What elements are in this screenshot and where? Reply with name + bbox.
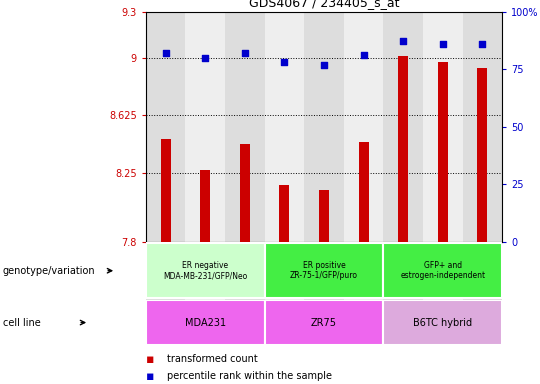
Text: ER negative
MDA-MB-231/GFP/Neo: ER negative MDA-MB-231/GFP/Neo [163, 261, 247, 280]
Bar [423, 12, 463, 242]
Bar [304, 12, 344, 242]
Bar [146, 242, 185, 300]
Point [359, 52, 368, 58]
Bar [146, 12, 185, 242]
Bar [477, 68, 488, 242]
Text: ZR75: ZR75 [311, 318, 337, 328]
Bar [463, 12, 502, 242]
Bar [359, 142, 369, 242]
Point [240, 50, 249, 56]
Bar [240, 144, 250, 242]
Bar [383, 12, 423, 242]
Bar [265, 243, 383, 298]
Bar [399, 56, 408, 242]
Bar [185, 12, 225, 242]
Point [399, 38, 408, 45]
Text: ER positive
ZR-75-1/GFP/puro: ER positive ZR-75-1/GFP/puro [290, 261, 358, 280]
Bar [265, 12, 304, 242]
Bar [146, 300, 265, 345]
Bar [344, 12, 383, 242]
Bar [200, 170, 210, 242]
Bar [383, 300, 502, 345]
Text: percentile rank within the sample: percentile rank within the sample [167, 371, 333, 381]
Bar [265, 300, 383, 345]
Point [478, 41, 487, 47]
Bar [225, 12, 265, 242]
Point [320, 61, 328, 68]
Bar [185, 242, 225, 300]
Point [280, 59, 289, 65]
Bar [383, 243, 502, 298]
Bar [280, 185, 289, 242]
Bar [463, 242, 502, 300]
Text: ▪: ▪ [146, 370, 154, 383]
Bar [146, 243, 265, 298]
Text: cell line: cell line [3, 318, 40, 328]
Bar [383, 242, 423, 300]
Text: transformed count: transformed count [167, 354, 258, 364]
Bar [225, 242, 265, 300]
Text: genotype/variation: genotype/variation [3, 266, 96, 276]
Point [161, 50, 170, 56]
Title: GDS4067 / 234405_s_at: GDS4067 / 234405_s_at [249, 0, 399, 9]
Bar [304, 242, 344, 300]
Bar [265, 242, 304, 300]
Point [201, 55, 210, 61]
Bar [161, 139, 171, 242]
Text: B6TC hybrid: B6TC hybrid [413, 318, 472, 328]
Bar [319, 190, 329, 242]
Bar [438, 62, 448, 242]
Text: ▪: ▪ [146, 353, 154, 366]
Text: GFP+ and
estrogen-independent: GFP+ and estrogen-independent [400, 261, 485, 280]
Bar [344, 242, 383, 300]
Bar [423, 242, 463, 300]
Text: MDA231: MDA231 [185, 318, 226, 328]
Point [438, 41, 447, 47]
